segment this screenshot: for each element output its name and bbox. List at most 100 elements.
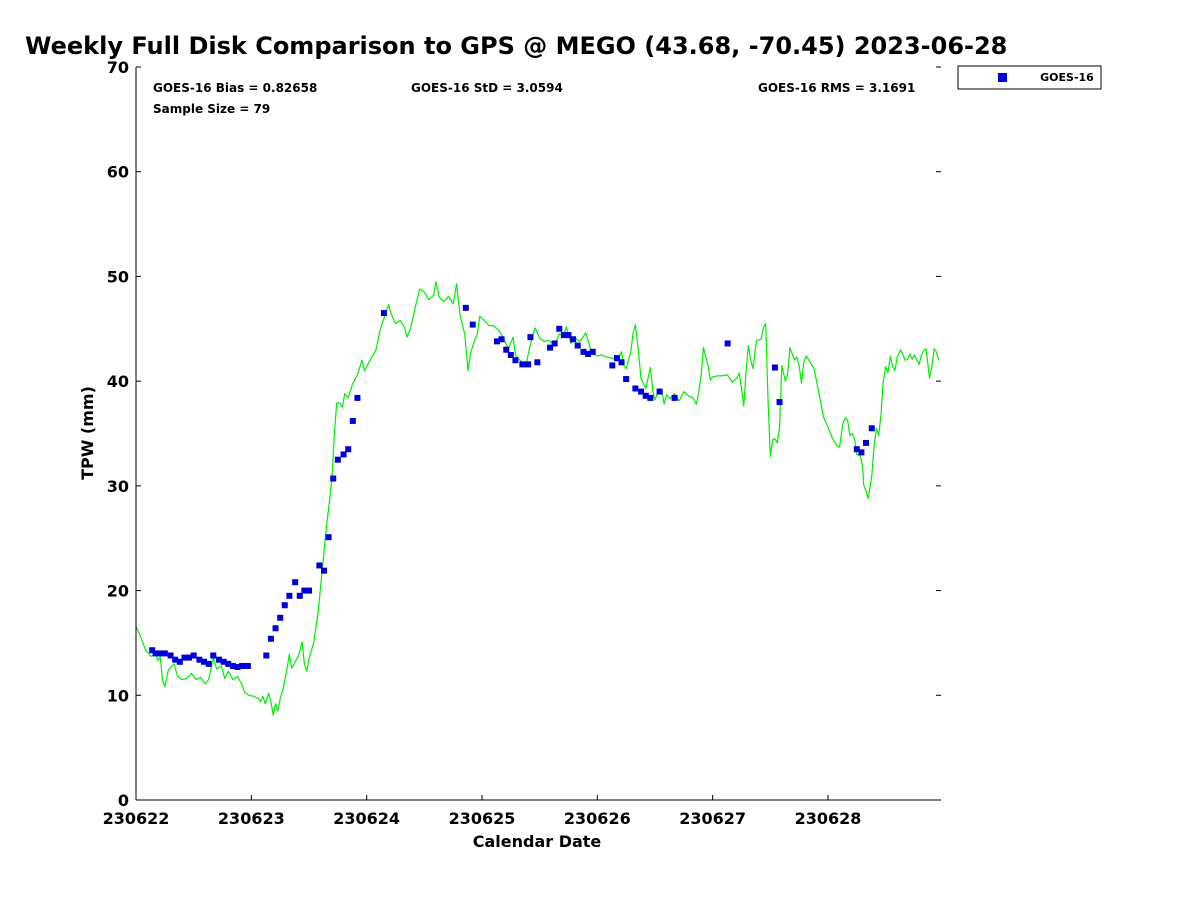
goes16-data-point	[267, 635, 274, 642]
x-tick-label: 230628	[795, 809, 862, 828]
goes16-data-point	[152, 650, 159, 657]
chart-title: Weekly Full Disk Comparison to GPS @ MEG…	[25, 32, 1007, 60]
goes16-data-point	[325, 534, 332, 541]
legend-label-goes16: GOES-16	[1040, 71, 1094, 84]
goes16-data-point	[277, 614, 284, 621]
goes16-data-point	[580, 348, 587, 355]
goes16-data-point	[642, 392, 649, 399]
goes16-data-point	[853, 446, 860, 453]
goes16-data-point	[345, 446, 352, 453]
x-tick-label: 230624	[333, 809, 400, 828]
sample-size-stat: Sample Size = 79	[153, 102, 270, 116]
goes16-data-point	[157, 650, 164, 657]
y-tick-label: 0	[118, 791, 129, 810]
goes16-data-point	[172, 656, 179, 663]
goes16-data-point	[272, 625, 279, 632]
plot-area	[135, 67, 941, 800]
gps-series-layer	[135, 281, 940, 716]
goes16-data-point	[547, 344, 554, 351]
y-tick-label: 70	[107, 58, 129, 77]
goes16-data-point	[776, 399, 783, 406]
goes16-data-point	[244, 662, 251, 669]
plot-background	[136, 67, 941, 800]
goes16-data-point	[498, 336, 505, 343]
goes16-data-point	[512, 357, 519, 364]
goes16-data-point	[201, 658, 208, 665]
goes16-data-point	[220, 658, 227, 665]
std-stat: GOES-16 StD = 3.0594	[411, 81, 563, 95]
goes16-data-point	[205, 660, 212, 667]
y-axis-ticks: 0 10 20 30 40 50 60 70	[107, 58, 941, 810]
goes16-data-point	[229, 662, 236, 669]
x-tick-label: 230622	[103, 809, 170, 828]
y-axis-label: TPW (mm)	[78, 386, 97, 480]
y-tick-label: 20	[107, 582, 129, 601]
goes16-data-point	[724, 340, 731, 347]
y-tick-label: 50	[107, 267, 129, 286]
x-axis-ticks: 230622 230623 230624 230625 230626 230627 2306…	[103, 795, 862, 828]
goes16-data-point	[239, 662, 246, 669]
goes16-data-point	[292, 579, 299, 586]
goes16-data-point	[320, 567, 327, 574]
x-tick-label: 230625	[449, 809, 516, 828]
y-tick-label: 30	[107, 477, 129, 496]
goes16-data-point	[574, 342, 581, 349]
goes16-data-point	[349, 417, 356, 424]
legend-box	[957, 65, 1102, 90]
goes-series-layer	[149, 304, 875, 671]
goes16-data-point	[613, 355, 620, 362]
goes16-data-point	[334, 456, 341, 463]
goes16-data-point	[609, 362, 616, 369]
goes16-data-point	[190, 652, 197, 659]
goes16-data-point	[858, 449, 865, 456]
goes16-data-point	[354, 394, 361, 401]
goes16-data-point	[519, 361, 526, 368]
goes16-data-point	[301, 587, 308, 594]
goes16-data-point	[656, 388, 663, 395]
goes16-data-point	[149, 647, 156, 654]
goes16-data-point	[281, 602, 288, 609]
goes16-data-point	[585, 350, 592, 357]
goes16-data-point	[330, 475, 337, 482]
goes16-data-point	[167, 652, 174, 659]
goes16-data-point	[196, 656, 203, 663]
goes16-data-point	[527, 334, 534, 341]
x-axis-label: Calendar Date	[473, 832, 602, 851]
goes16-data-point	[181, 654, 188, 661]
goes16-data-point	[551, 340, 558, 347]
goes16-data-point	[623, 376, 630, 383]
goes16-data-point	[771, 364, 778, 371]
goes16-data-point	[186, 654, 193, 661]
goes16-data-point	[525, 361, 532, 368]
rms-stat: GOES-16 RMS = 3.1691	[758, 81, 915, 95]
goes16-data-point	[225, 660, 232, 667]
y-tick-label: 60	[107, 163, 129, 182]
goes16-data-point	[556, 325, 563, 332]
x-tick-label: 230627	[679, 809, 746, 828]
goes16-data-point	[380, 310, 387, 317]
goes16-data-point	[340, 451, 347, 458]
goes16-data-point	[296, 592, 303, 599]
goes16-data-point	[868, 425, 875, 432]
goes16-data-point	[507, 351, 514, 358]
goes16-data-point	[503, 346, 510, 353]
y-tick-label: 40	[107, 372, 129, 391]
goes16-data-point	[234, 664, 241, 671]
y-tick-label: 10	[107, 686, 129, 705]
goes16-data-point	[216, 656, 223, 663]
goes16-data-point	[462, 304, 469, 311]
legend-marker-goes16	[998, 73, 1007, 82]
goes16-data-point	[589, 348, 596, 355]
goes16-data-point	[534, 359, 541, 366]
goes16-data-point	[560, 332, 567, 339]
goes16-data-point	[263, 652, 270, 659]
x-tick-label: 230623	[218, 809, 285, 828]
goes16-data-point	[161, 650, 168, 657]
goes16-data-point	[618, 359, 625, 366]
goes16-data-point	[305, 587, 312, 594]
legend: GOES-16	[957, 65, 1102, 90]
goes16-data-point	[570, 336, 577, 343]
goes16-data-point	[632, 385, 639, 392]
